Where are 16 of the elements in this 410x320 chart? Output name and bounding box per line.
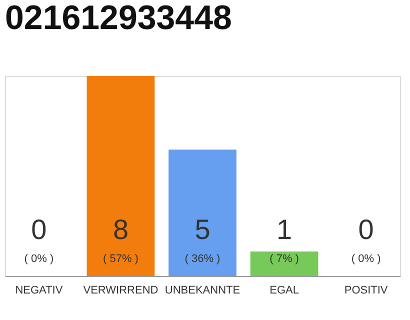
annotation: 0 xyxy=(358,214,374,245)
annotation: 1 xyxy=(276,214,292,245)
annotation: 8 xyxy=(112,214,129,245)
x-tick-label: EGAL xyxy=(270,284,299,296)
x-tick-label: POSITIV xyxy=(344,284,388,296)
chart-title: 021612933448 xyxy=(5,0,232,37)
data-label: ( 0% ) xyxy=(24,253,54,265)
x-tick-label: UNBEKANNTE xyxy=(164,284,240,296)
annotation: 0 xyxy=(31,214,47,245)
x-tick-label: VERWIRREND xyxy=(83,284,158,296)
data-label: ( 57% ) xyxy=(102,253,138,265)
x-tick-label: NEGATIV xyxy=(15,284,64,296)
data-label: ( 0% ) xyxy=(351,253,381,265)
annotation: 5 xyxy=(194,214,210,245)
data-label: ( 7% ) xyxy=(270,253,299,265)
data-label: ( 36% ) xyxy=(184,253,220,265)
